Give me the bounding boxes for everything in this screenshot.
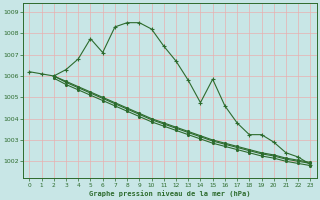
X-axis label: Graphe pression niveau de la mer (hPa): Graphe pression niveau de la mer (hPa) [89, 190, 251, 197]
